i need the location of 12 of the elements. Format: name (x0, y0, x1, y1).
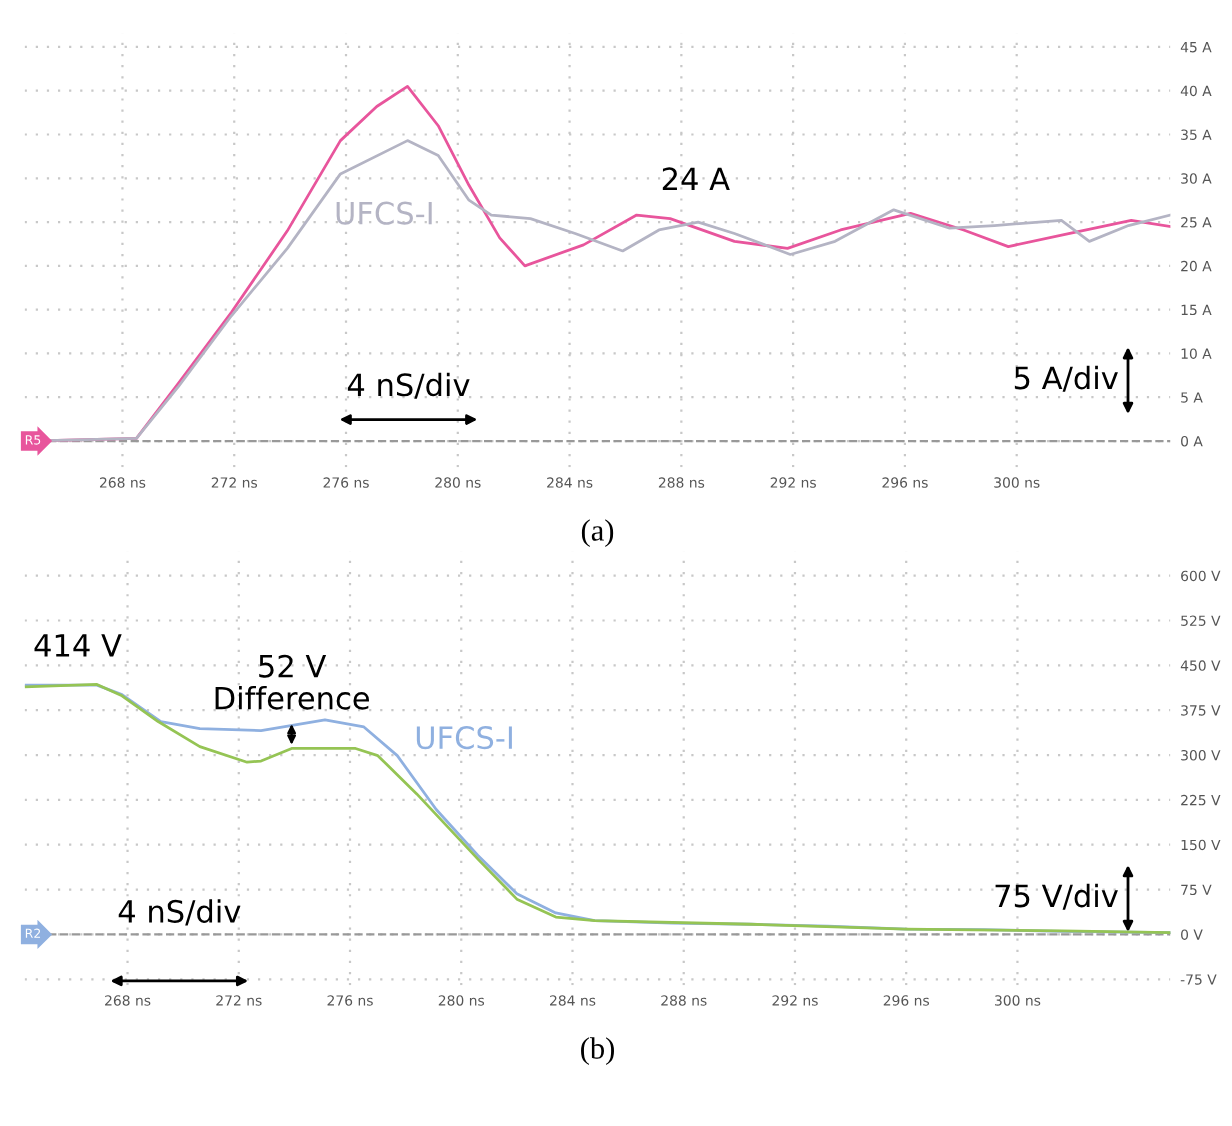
text: (b) (581, 1037, 614, 1065)
annotation: 24 A (662, 167, 730, 190)
annotation: 414 V (34, 634, 122, 657)
annotation: 5 A/div (1014, 365, 1118, 392)
annotation: 4 nS/div (118, 899, 241, 926)
annotation: 75 V/div (995, 883, 1118, 910)
text: (a) (581, 519, 614, 548)
series-label: UFCS-I (336, 201, 432, 225)
series-label: UFCS-I (416, 726, 512, 750)
annotation: 52 V Difference (215, 654, 369, 710)
line-series (24, 683, 1171, 935)
annotation: 4 nS/div (347, 372, 470, 399)
